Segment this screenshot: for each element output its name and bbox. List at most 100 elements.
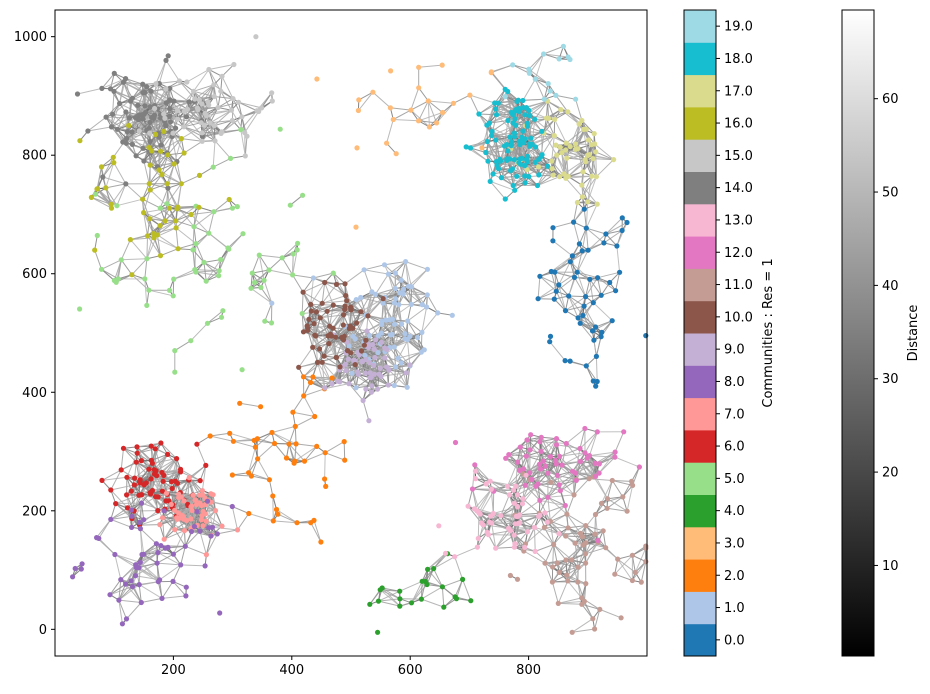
node-community-1 [425, 292, 430, 297]
edge [535, 528, 536, 552]
node-community-1 [354, 385, 359, 390]
node-community-0 [594, 354, 599, 359]
edge [325, 453, 326, 479]
node-community-1 [401, 291, 406, 296]
node-community-0 [568, 359, 573, 364]
node-community-1 [393, 286, 398, 291]
edge [509, 528, 535, 529]
node-community-0 [603, 231, 608, 236]
node-community-0 [624, 220, 629, 225]
node-community-1 [392, 322, 397, 327]
node-community-0 [580, 313, 585, 318]
node-community-1 [450, 313, 455, 318]
node-community-1 [379, 322, 384, 327]
edge [202, 133, 221, 134]
node-community-0 [550, 225, 555, 230]
node-community-0 [593, 384, 598, 389]
node-community-1 [390, 332, 395, 337]
node-community-0 [566, 293, 571, 298]
node-community-0 [613, 288, 618, 293]
edge [344, 442, 345, 461]
node-community-0 [577, 241, 582, 246]
edge [478, 513, 479, 539]
node-community-0 [587, 277, 592, 282]
node-community-0 [550, 238, 555, 243]
node-community-0 [614, 243, 619, 248]
node-community-0 [578, 321, 583, 326]
edge [596, 152, 597, 177]
node-community-1 [380, 301, 385, 306]
node-community-1 [435, 310, 440, 315]
node-community-0 [563, 358, 568, 363]
node-community-0 [599, 334, 604, 339]
node-community-0 [591, 300, 596, 305]
node-community-1 [424, 304, 429, 309]
node-community-0 [554, 289, 559, 294]
node-community-1 [269, 301, 274, 306]
node-community-0 [547, 339, 552, 344]
node-community-1 [382, 262, 387, 267]
edge [273, 496, 274, 521]
node-community-0 [583, 294, 588, 299]
node-community-1 [415, 335, 420, 340]
node-community-0 [568, 259, 573, 264]
node-community-0 [590, 328, 595, 333]
node-community-1 [403, 259, 408, 264]
node-community-1 [393, 270, 398, 275]
node-community-1 [349, 371, 354, 376]
node-community-0 [586, 248, 591, 253]
node-community-1 [350, 334, 355, 339]
node-community-1 [399, 360, 404, 365]
node-community-0 [570, 253, 575, 258]
node-community-0 [552, 297, 557, 302]
node-community-0 [572, 275, 577, 280]
node-community-0 [620, 228, 625, 233]
node-community-0 [582, 207, 587, 212]
node-community-0 [617, 270, 622, 275]
node-community-0 [571, 220, 576, 225]
node-community-1 [393, 364, 398, 369]
node-community-0 [537, 274, 542, 279]
node-community-0 [556, 282, 561, 287]
node-community-0 [576, 315, 581, 320]
node-community-1 [367, 333, 372, 338]
node-community-1 [369, 289, 374, 294]
node-community-1 [399, 321, 404, 326]
node-community-0 [580, 248, 585, 253]
node-community-0 [584, 363, 589, 368]
node-community-1 [358, 295, 363, 300]
node-community-1 [409, 284, 414, 289]
node-community-1 [311, 275, 316, 280]
node-community-0 [601, 240, 606, 245]
node-community-0 [591, 378, 596, 383]
node-community-0 [607, 280, 612, 285]
node-community-0 [552, 270, 557, 275]
node-community-1 [402, 331, 407, 336]
node-community-1 [392, 383, 397, 388]
node-community-0 [610, 318, 615, 323]
node-community-0 [643, 333, 648, 338]
node-community-0 [548, 334, 553, 339]
node-community-0 [584, 226, 589, 231]
node-community-0 [620, 215, 625, 220]
node-community-1 [362, 267, 367, 272]
node-community-0 [591, 338, 596, 343]
node-community-1 [396, 356, 401, 361]
node-community-1 [383, 318, 388, 323]
node-community-0 [599, 293, 604, 298]
node-community-1 [396, 302, 401, 307]
node-community-0 [563, 308, 568, 313]
node-community-0 [595, 275, 600, 280]
node-community-1 [393, 296, 398, 301]
node-community-1 [405, 385, 410, 390]
node-community-0 [582, 304, 587, 309]
node-community-0 [575, 270, 580, 275]
node-community-0 [599, 330, 604, 335]
node-community-0 [536, 296, 541, 301]
node-community-1 [386, 272, 391, 277]
edge [496, 140, 497, 162]
edge [140, 525, 160, 526]
